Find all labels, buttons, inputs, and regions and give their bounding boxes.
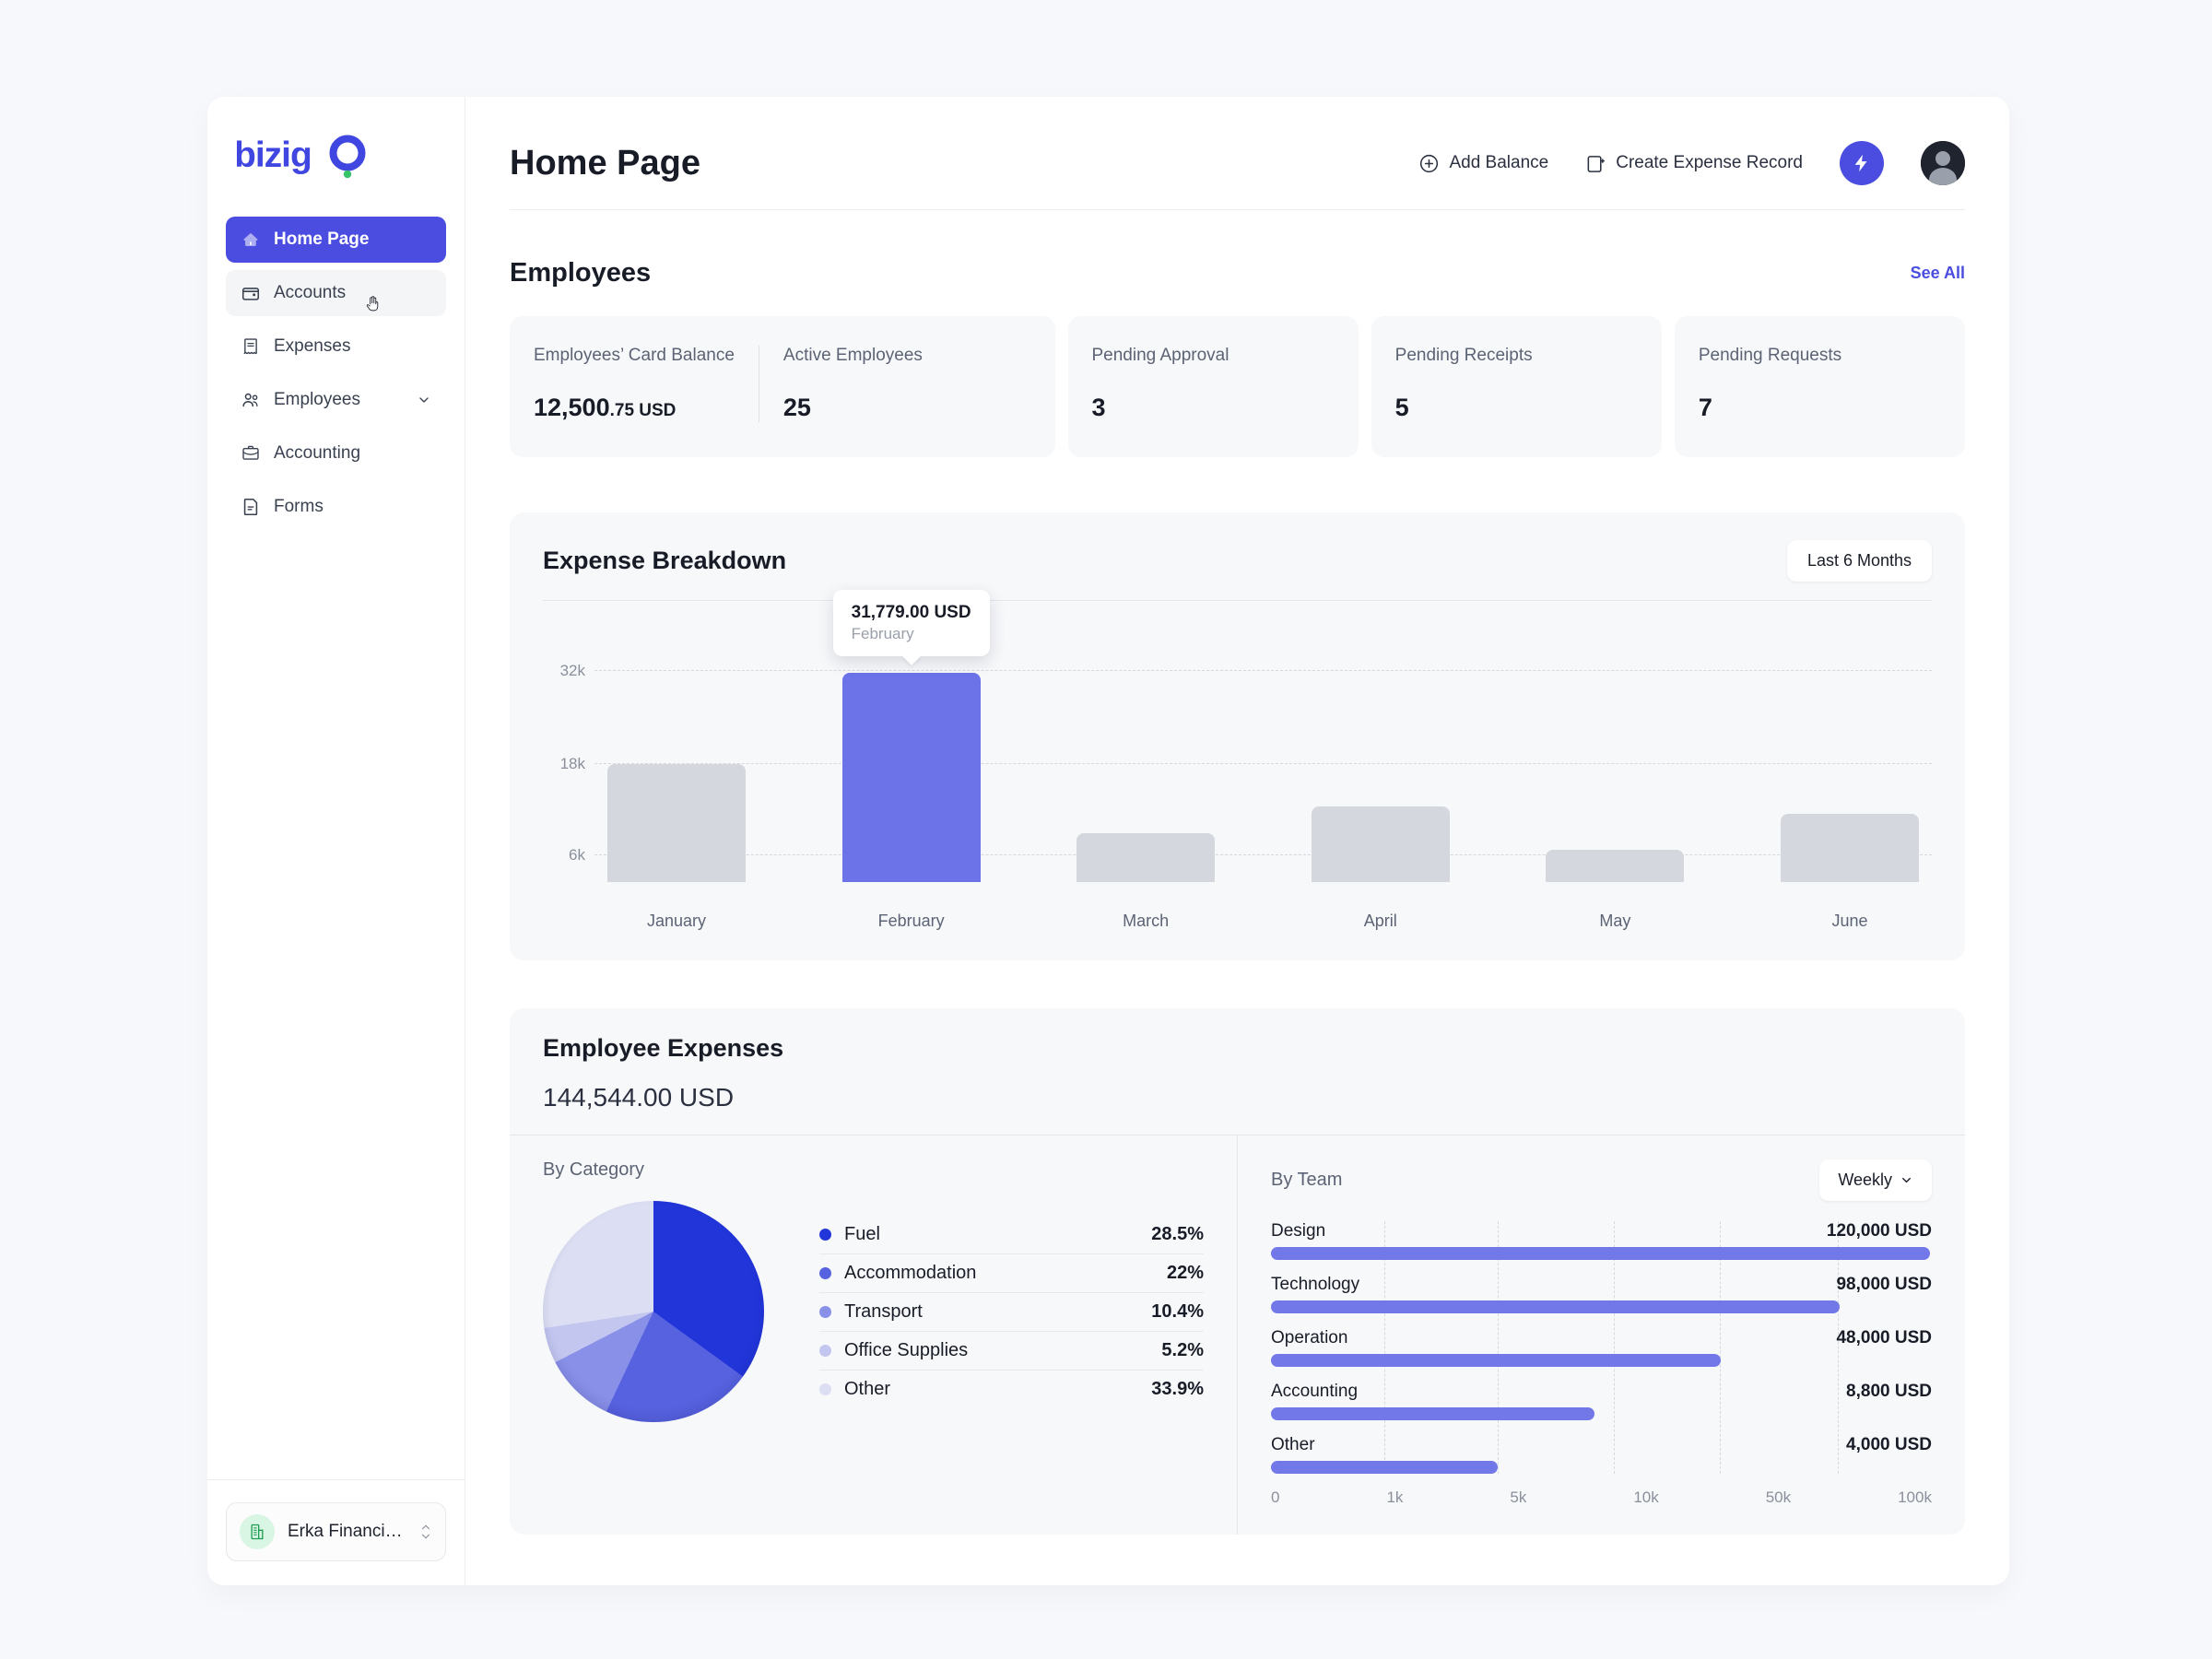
svg-text:bizig: bizig [237, 135, 312, 175]
